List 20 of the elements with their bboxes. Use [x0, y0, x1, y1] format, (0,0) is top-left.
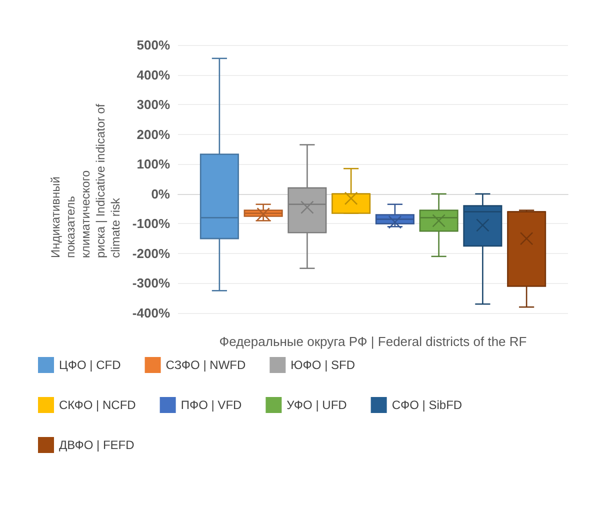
legend-label: СФО | SibFD [392, 398, 462, 412]
legend-label: СЗФО | NWFD [166, 358, 246, 372]
y-axis-title: Индикативный показатель климатического риска | Indicative indicator of climate risk [48, 100, 122, 258]
y-tick-label: -100% [132, 216, 170, 232]
y-tick-label: -200% [132, 246, 170, 261]
y-tick-label: 100% [136, 156, 170, 172]
legend-label: УФО | UFD [286, 398, 348, 412]
y-tick-label: 400% [136, 67, 170, 82]
legend-label: СКФО | NCFD [59, 398, 136, 412]
y-tick-label: 0% [151, 186, 170, 202]
y-tick-label: -300% [132, 276, 170, 291]
y-tick-label: -400% [132, 306, 170, 320]
legend-label: ЦФО | CFD [59, 358, 122, 372]
y-tick-label: 300% [136, 97, 170, 112]
y-tick-label: 500% [136, 38, 170, 52]
legend-label: ДВФО | FEFD [59, 438, 135, 452]
legend-label: ЮФО | SFD [290, 358, 356, 372]
x-axis-title: Федеральные округа РФ | Federal districts of the RF [219, 334, 527, 349]
legend-label: ПФО | VFD [180, 398, 242, 412]
y-tick-label: 200% [136, 126, 170, 142]
